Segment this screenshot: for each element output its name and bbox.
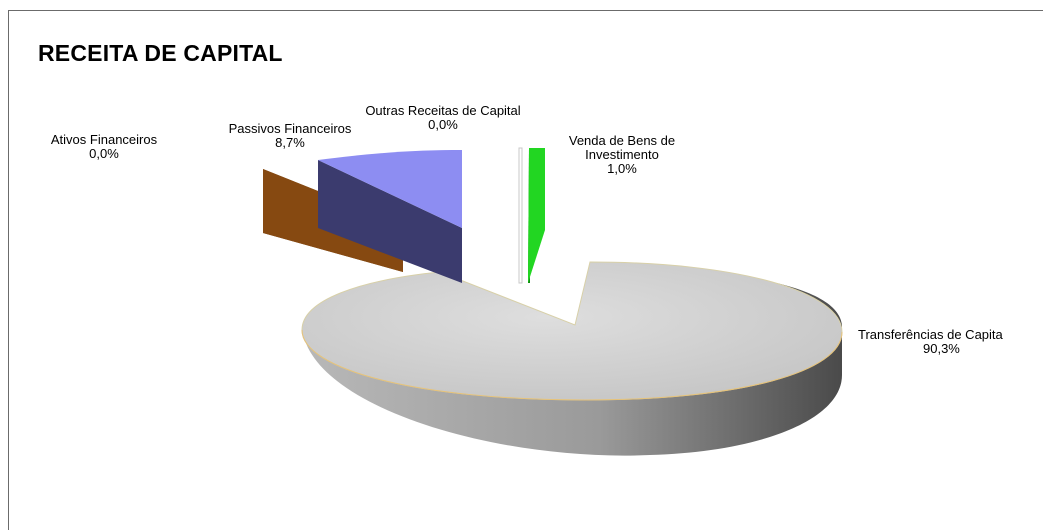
slice-venda-de-bens: [528, 148, 545, 283]
label-ativos-financeiros: Ativos Financeiros 0,0%: [36, 133, 172, 161]
slice-outras-receitas: [518, 147, 523, 284]
slice-passivos-financeiros: [318, 150, 462, 283]
label-transferencias-value: 90,3%: [923, 341, 960, 356]
label-venda-line2: Investimento: [585, 147, 659, 162]
slice-venda-top: [528, 148, 545, 283]
slice-passivos-side: [318, 160, 462, 283]
label-ativos-name: Ativos Financeiros: [50, 132, 158, 147]
label-venda-de-bens: Venda de Bens de Investimento 1,0%: [553, 134, 691, 176]
label-transferencias-name: Transferências de Capita: [858, 328, 1003, 342]
slice-transferencias-top: [301, 261, 843, 401]
label-venda-line1: Venda de Bens de: [568, 133, 676, 148]
slice-transferencias-de-capital: [301, 261, 843, 456]
slice-outras-receitas-face: [518, 147, 523, 284]
label-outras-receitas: Outras Receitas de Capital 0,0%: [345, 104, 541, 132]
slice-transferencias-rim: [301, 329, 843, 401]
slice-passivos-top: [318, 150, 462, 228]
chart-title: RECEITA DE CAPITAL: [38, 40, 283, 66]
label-passivos-financeiros: Passivos Financeiros 8,7%: [208, 122, 372, 150]
label-venda-value: 1,0%: [607, 161, 637, 176]
label-outras-value: 0,0%: [428, 117, 458, 132]
label-ativos-value: 0,0%: [89, 146, 119, 161]
label-transferencias: Transferências de Capita 90,3%: [858, 328, 1043, 356]
label-outras-name: Outras Receitas de Capital: [365, 103, 521, 118]
label-passivos-name: Passivos Financeiros: [228, 121, 352, 136]
label-passivos-value: 8,7%: [275, 135, 305, 150]
